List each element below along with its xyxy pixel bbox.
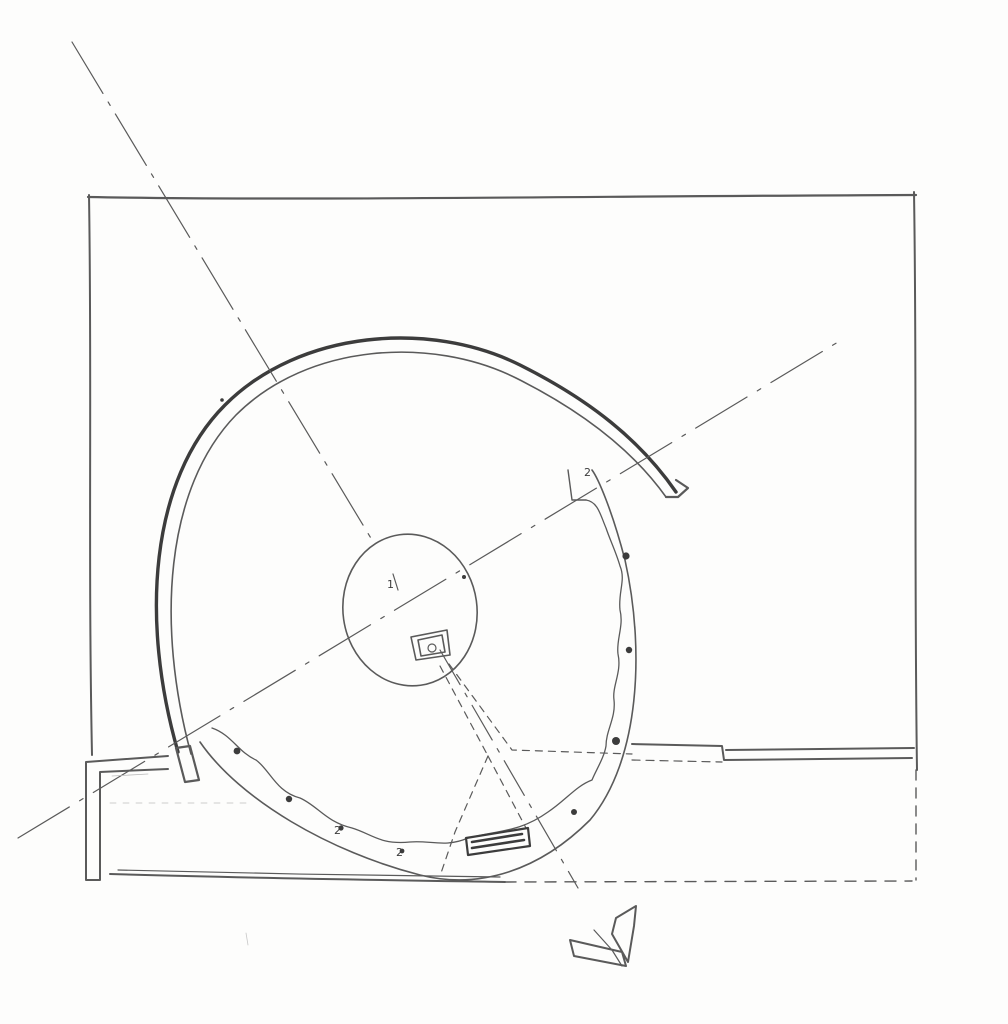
column-dot [625, 646, 633, 654]
street-edge-solid-inner [117, 869, 501, 878]
street-edge-dashed [504, 880, 913, 883]
center-tick [392, 573, 399, 591]
axis-line-diagonal-a-cont [439, 649, 579, 889]
column-dot [399, 848, 405, 854]
spiral-wall-outer [154, 336, 678, 754]
column-dot [220, 398, 224, 402]
central-oval [342, 533, 478, 687]
central-square [410, 629, 451, 661]
right-wall-step [631, 743, 915, 761]
label-ring-b: 2 [396, 846, 403, 859]
label-ring-a: 2 [334, 824, 341, 837]
view-line-2 [439, 665, 489, 757]
column-dot [571, 809, 577, 815]
spiral-wall-inner [170, 351, 667, 755]
ring-top-tick [567, 469, 587, 501]
stray-mark [245, 932, 249, 946]
column-dot [338, 825, 344, 831]
stray-mark [111, 773, 149, 777]
right-wall-dashed [631, 759, 723, 763]
site-boundary-top [86, 193, 918, 200]
column-dot [612, 737, 620, 745]
column-dots [220, 398, 633, 854]
view-line-3 [439, 755, 489, 877]
label-center: 1 [387, 578, 394, 591]
axis-line-diagonal-b [17, 341, 839, 839]
labels: 2 1 2 2 [334, 466, 591, 859]
label-ring-end: 2 [584, 466, 591, 479]
view-line-4 [487, 755, 527, 829]
column-dot [233, 747, 241, 755]
entry-bench [464, 826, 532, 857]
axis-line-diagonal-a [71, 41, 373, 541]
site-boundary-right [913, 191, 918, 771]
inner-ring-outer-edge [199, 469, 637, 881]
entry-bench-hatch [470, 832, 526, 850]
site-boundary-left [88, 194, 93, 756]
inner-ring-planting-edge [211, 499, 623, 844]
center-point [427, 643, 437, 653]
column-dot [462, 575, 466, 579]
column-dot [622, 552, 630, 560]
column-dot [285, 795, 293, 803]
left-wall-return [85, 755, 169, 881]
north-arrow-point [593, 929, 623, 967]
view-line-1 [448, 663, 633, 755]
north-arrow [569, 905, 637, 967]
spiral-wall-end-cap [664, 478, 690, 499]
spiral-wall-start-cap [174, 744, 201, 784]
street-edge-solid [109, 873, 506, 883]
